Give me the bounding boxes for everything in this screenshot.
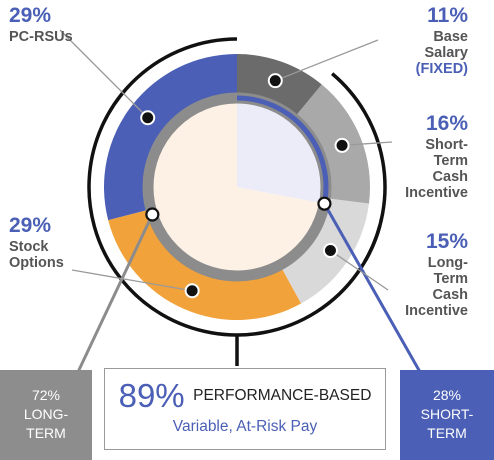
short-term-marker bbox=[317, 196, 332, 211]
ltci-pct: 15% bbox=[425, 230, 468, 253]
stci-line2: Term bbox=[433, 152, 468, 169]
short-term-outer-bracket bbox=[331, 72, 387, 262]
long-term-pct: 72% bbox=[31, 387, 61, 403]
stci-line4: Incentive bbox=[405, 185, 468, 202]
base-salary-line2: Salary bbox=[424, 44, 468, 61]
dot-base-salary bbox=[267, 73, 283, 89]
leader-short-term-cash bbox=[342, 141, 393, 147]
pc-rsus-name: PC-RSUs bbox=[9, 28, 73, 45]
long-term-line1: LONG- bbox=[23, 405, 69, 422]
long-term-marker bbox=[145, 207, 160, 222]
leader-pc-rsus bbox=[59, 29, 149, 119]
slice-pc-rsus bbox=[103, 54, 237, 221]
stci-line1: Short- bbox=[425, 136, 468, 153]
performance-subtext: Variable, At-Risk Pay bbox=[172, 418, 318, 435]
slice-stock-options bbox=[108, 210, 302, 320]
base-salary-fixed-note: (FIXED) bbox=[415, 60, 468, 77]
label-long-term-cash: 15% Long- Term Cash Incentive bbox=[405, 230, 468, 319]
long-term-line2: TERM bbox=[26, 424, 66, 441]
inner-short-term-fill bbox=[237, 94, 330, 205]
label-stock-options: 29% Stock Options bbox=[9, 214, 64, 271]
long-term-outer-bracket bbox=[87, 37, 382, 337]
leader-long-term-cash bbox=[330, 249, 389, 291]
inner-long-term-fill bbox=[144, 94, 329, 280]
ltci-line4: Incentive bbox=[405, 303, 468, 320]
label-pc-rsus: 29% PC-RSUs bbox=[9, 4, 73, 45]
short-term-box: 28% SHORT- TERM bbox=[400, 370, 494, 460]
dot-stock-options bbox=[184, 283, 200, 299]
short-term-pct: 28% bbox=[432, 387, 462, 403]
long-term-box: 72% LONG- TERM bbox=[0, 370, 92, 460]
stci-pct: 16% bbox=[425, 112, 468, 135]
performance-pct: 89% bbox=[118, 377, 185, 414]
stci-line3: Cash bbox=[432, 168, 468, 185]
dot-long-term-cash bbox=[322, 243, 338, 259]
dot-short-term-cash bbox=[334, 137, 350, 153]
stock-options-line2: Options bbox=[9, 254, 64, 271]
label-short-term-cash: 16% Short- Term Cash Incentive bbox=[405, 112, 468, 201]
short-term-line2: TERM bbox=[427, 424, 467, 441]
ltci-line3: Cash bbox=[432, 286, 468, 303]
leader-base-salary bbox=[275, 39, 379, 82]
performance-text: PERFORMANCE-BASED bbox=[193, 387, 372, 404]
stock-options-line1: Stock bbox=[9, 238, 49, 255]
base-salary-pct: 11% bbox=[427, 4, 468, 27]
dot-pc-rsus bbox=[140, 110, 156, 126]
short-term-connector bbox=[323, 202, 422, 373]
slice-short-term-cash bbox=[296, 84, 371, 204]
pc-rsus-pct: 29% bbox=[9, 4, 52, 27]
base-salary-line1: Base bbox=[433, 28, 468, 45]
performance-based-box: 89% PERFORMANCE-BASED Variable, At-Risk … bbox=[104, 368, 386, 450]
long-term-connector bbox=[76, 213, 154, 373]
ltci-line1: Long- bbox=[427, 254, 468, 271]
label-base-salary: 11% Base Salary (FIXED) bbox=[416, 4, 468, 77]
leader-stock-options bbox=[71, 269, 193, 292]
short-term-line1: SHORT- bbox=[420, 405, 474, 422]
stock-options-pct: 29% bbox=[9, 214, 52, 237]
ltci-line2: Term bbox=[433, 270, 468, 287]
inner-short-term-arc bbox=[236, 95, 329, 205]
